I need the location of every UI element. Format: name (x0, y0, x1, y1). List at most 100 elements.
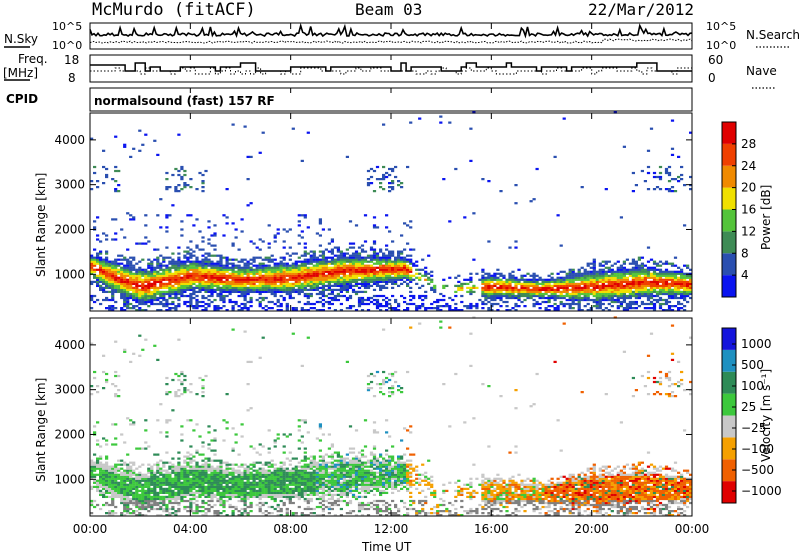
power-cell (162, 282, 166, 286)
velocity-cell (219, 477, 223, 480)
power-cell (622, 296, 627, 300)
power-cell (270, 258, 274, 261)
power-cell (514, 305, 518, 308)
power-cell (132, 282, 136, 286)
velocity-cell (147, 485, 151, 489)
power-cell (369, 260, 374, 263)
power-cell (261, 286, 265, 290)
power-cell (270, 276, 274, 279)
power-cell (354, 252, 359, 255)
power-cell (162, 270, 166, 273)
power-cell (499, 272, 503, 275)
power-cell (469, 278, 473, 281)
velocity-cell (183, 387, 187, 390)
power-cell (327, 307, 332, 310)
power-cell (264, 286, 268, 290)
power-cell (397, 309, 401, 312)
velocity-cell (195, 475, 199, 478)
power-cell (529, 294, 533, 298)
power-cell (354, 250, 359, 253)
power-cell (484, 290, 488, 294)
velocity-cell (165, 479, 169, 482)
power-cell (138, 260, 142, 263)
power-cell (165, 214, 169, 217)
power-cell (345, 276, 350, 279)
power-cell (123, 276, 127, 279)
power-cell (105, 260, 109, 263)
power-cell (180, 260, 184, 263)
power-cell (111, 278, 115, 281)
velocity-cell (96, 485, 100, 489)
power-cell (111, 268, 115, 271)
power-cell (565, 284, 569, 288)
power-cell (640, 278, 645, 281)
power-cell (195, 284, 199, 288)
velocity-cell (165, 505, 169, 509)
power-cell (339, 276, 344, 279)
power-cell (553, 294, 557, 298)
power-cell (123, 284, 127, 288)
nave-tick-top: 60 (708, 53, 723, 67)
power-cell (490, 278, 494, 281)
power-cell (649, 272, 654, 275)
power-cell (538, 302, 542, 306)
power-cell (652, 286, 657, 290)
power-cell (354, 264, 359, 267)
power-cell (406, 274, 410, 277)
power-cell (565, 274, 569, 277)
velocity-cell (213, 475, 217, 478)
power-cell (499, 296, 503, 300)
power-cell (201, 276, 205, 279)
power-cell (351, 254, 356, 257)
velocity-cell (129, 512, 133, 515)
power-cell (330, 270, 335, 273)
power-cell (273, 280, 277, 284)
velocity-cell (225, 421, 229, 424)
power-cell (180, 278, 184, 281)
power-cell (505, 284, 509, 288)
power-cell (204, 252, 208, 255)
power-cell (270, 288, 274, 292)
power-cell (153, 278, 157, 281)
power-cell (198, 272, 202, 275)
power-cell (258, 256, 262, 259)
power-cell (327, 260, 332, 263)
power-cell (96, 186, 100, 189)
power-cell (276, 290, 280, 294)
power-cell (382, 123, 386, 126)
power-cell (102, 165, 106, 169)
power-cell (336, 288, 341, 292)
power-cell (339, 294, 344, 298)
power-cell (150, 298, 154, 302)
power-cell (391, 272, 395, 275)
power-cell (324, 266, 329, 269)
power-cell (523, 282, 527, 286)
power-cell (273, 240, 277, 243)
velocity-cell (132, 485, 136, 489)
power-cell (300, 262, 304, 265)
power-cell (309, 278, 313, 281)
power-cell (673, 256, 678, 259)
power-cell (318, 220, 323, 223)
power-cell (339, 262, 344, 265)
power-cell (150, 274, 154, 277)
power-cell (126, 280, 130, 284)
power-cell (517, 278, 521, 281)
power-cell (165, 302, 169, 306)
power-cell (363, 258, 368, 261)
power-cell (372, 242, 377, 245)
power-cell (318, 272, 323, 275)
power-cell (484, 294, 488, 298)
power-cell (363, 284, 368, 288)
power-cell (309, 294, 313, 298)
power-cell (574, 274, 578, 277)
velocity-cell (105, 512, 109, 515)
velocity-cell (243, 503, 247, 507)
power-cell (670, 278, 675, 281)
power-cell (153, 248, 157, 251)
power-cell (397, 274, 401, 277)
power-cell (547, 296, 551, 300)
power-cell (631, 268, 636, 271)
power-cell (333, 309, 338, 312)
power-cell (619, 280, 624, 284)
